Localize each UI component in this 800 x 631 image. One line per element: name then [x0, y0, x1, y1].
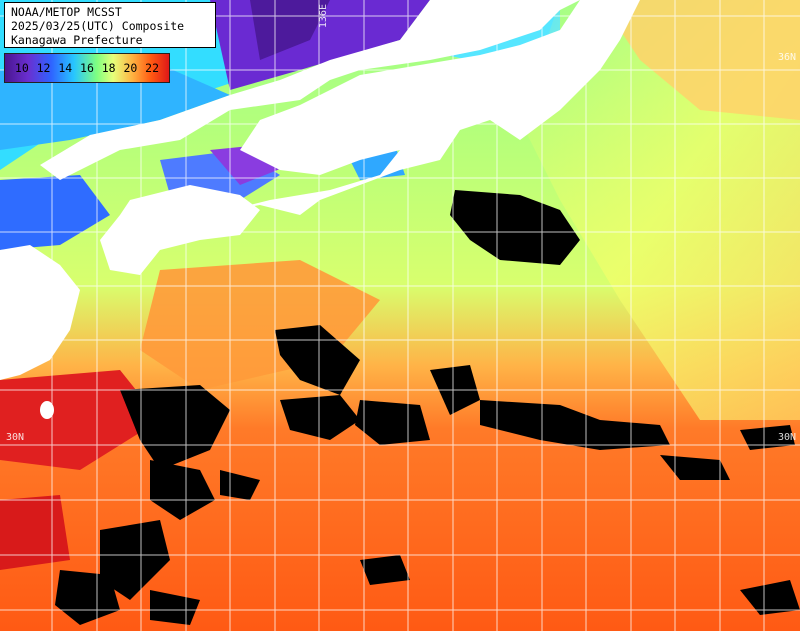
scale-label: 20: [123, 61, 138, 75]
latitude-label-30n-left: 30N: [6, 432, 25, 443]
title-date: 2025/03/25(UTC) Composite: [11, 19, 185, 33]
temperature-scale-bar: 10 12 14 16 18 20 22: [4, 53, 170, 83]
land-kyushu: [0, 245, 80, 380]
scale-label: 12: [36, 61, 51, 75]
scale-label: 14: [58, 61, 73, 75]
cloud-mask: [55, 190, 800, 625]
land-kii-tokai: [200, 0, 640, 215]
longitude-label-136e: 136E: [318, 4, 329, 29]
latitude-label-30n-right: 30N: [777, 432, 796, 443]
latitude-label-36n: 36N: [777, 52, 796, 63]
scale-label: 10: [14, 61, 29, 75]
title-region: Kanagawa Prefecture: [11, 33, 143, 47]
title-source: NOAA/METOP MCSST: [11, 5, 122, 19]
scale-label: 18: [101, 61, 116, 75]
land-honshu: [40, 0, 580, 180]
land-mask: [0, 0, 640, 419]
map-title-box: NOAA/METOP MCSST 2025/03/25(UTC) Composi…: [4, 2, 216, 48]
scale-label: 22: [145, 61, 159, 75]
land-shikoku: [100, 185, 260, 275]
land-island: [40, 401, 54, 419]
scale-label: 16: [80, 61, 94, 75]
